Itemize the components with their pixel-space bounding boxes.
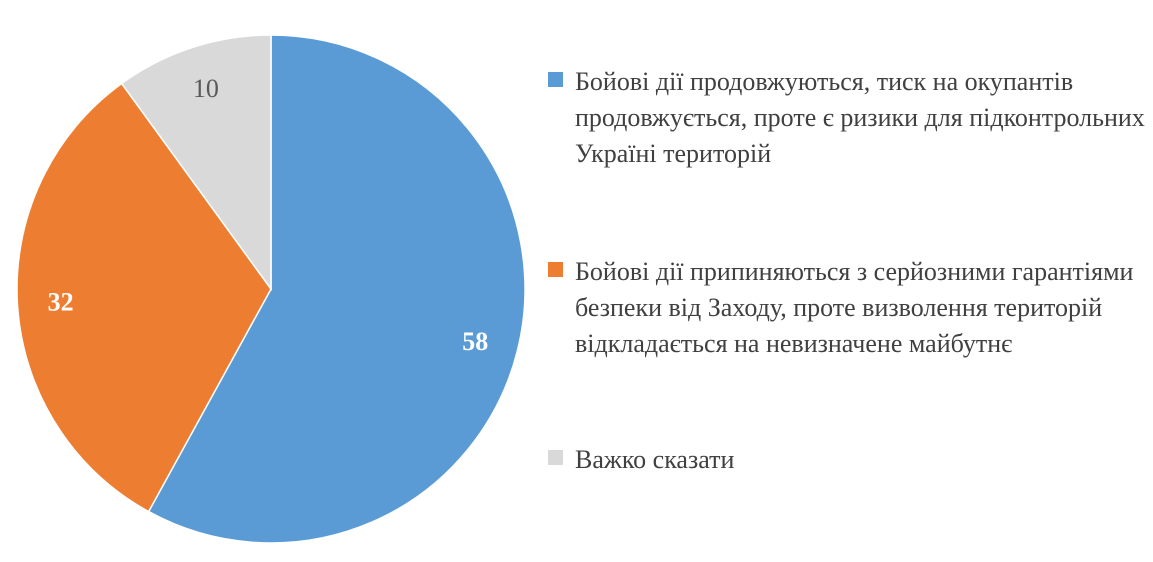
legend-label: Бойові дії продовжуються, тиск на окупан… [575, 67, 1145, 168]
data-label-ceasefire-guarantees: 32 [48, 288, 74, 317]
data-label-hard-to-say: 10 [193, 74, 219, 103]
legend-item-hard-to-say: Важко сказати [548, 442, 1145, 478]
pie-chart: 58 32 10 [16, 34, 526, 544]
legend-label: Важко сказати [575, 445, 735, 474]
legend-label: Бойові дії припиняються з серйозними гар… [575, 257, 1134, 358]
data-label-continue-fighting: 58 [462, 327, 488, 356]
legend-swatch [548, 72, 563, 87]
legend-swatch [548, 450, 563, 465]
legend-item-continue-fighting: Бойові дії продовжуються, тиск на окупан… [548, 64, 1145, 172]
legend-item-ceasefire-guarantees: Бойові дії припиняються з серйозними гар… [548, 254, 1145, 362]
legend-swatch [548, 262, 563, 277]
pie-slice-continue-fighting [147, 34, 526, 544]
pie-slice-ceasefire-guarantees [16, 82, 272, 513]
pie-slice-hard-to-say [120, 34, 272, 292]
